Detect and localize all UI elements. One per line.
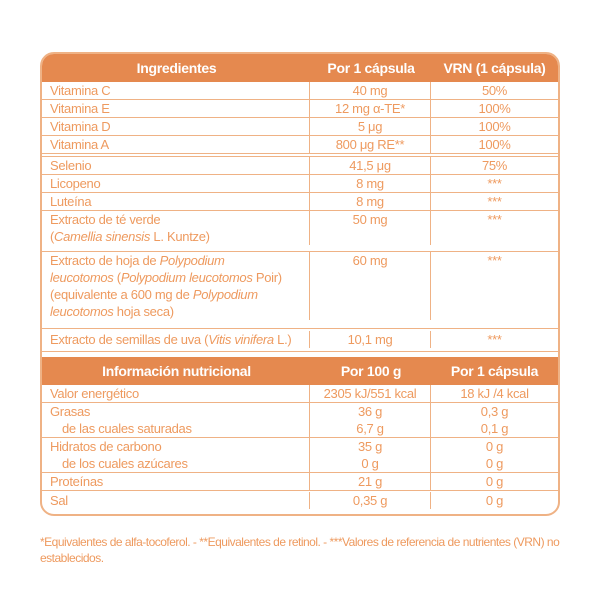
header-ingredientes: Ingredientes bbox=[136, 60, 217, 76]
ingredient-vrn: 100% bbox=[478, 137, 511, 152]
ingredient-vrn: *** bbox=[487, 212, 502, 227]
ingredients-header-band: Ingredientes Por 1 cápsula VRN (1 cápsul… bbox=[42, 54, 558, 82]
ingredient-amount: 12 mg α-TE* bbox=[309, 100, 431, 117]
header-por-1-capsula: Por 1 cápsula bbox=[450, 363, 539, 379]
value-per-100g: 36 g 6,7 g bbox=[309, 403, 431, 437]
ingredient-vrn: *** bbox=[487, 253, 502, 268]
botanical-name: Polypodium leucotomos bbox=[120, 270, 253, 285]
ingredient-amount: 8 mg bbox=[309, 175, 431, 192]
value-per-100g: 35 g 0 g bbox=[309, 438, 431, 472]
ingredient-amount: 5 μg bbox=[309, 118, 431, 135]
ingredient-name: Vitamina E bbox=[50, 101, 110, 116]
value-per-capsula: 18 kJ /4 kcal bbox=[460, 386, 529, 401]
ingredient-name: Vitamina D bbox=[50, 119, 111, 134]
ingredient-row-selenio: Selenio 41,5 μg 75% bbox=[42, 153, 558, 174]
header-vrn: VRN (1 cápsula) bbox=[443, 60, 546, 76]
ingredient-vrn: *** bbox=[487, 332, 502, 347]
nutrient-name: Proteínas bbox=[50, 474, 103, 489]
header-por-100g: Por 100 g bbox=[340, 363, 402, 379]
ingredient-row-semillas-uva: Extracto de semillas de uva (Vitis vinif… bbox=[42, 328, 558, 351]
nutrient-name: Hidratos de carbono de los cuales azúcar… bbox=[42, 438, 309, 472]
nutrition-row-proteinas: Proteínas 21 g 0 g bbox=[42, 472, 558, 490]
botanical-name: Polypodium bbox=[159, 253, 225, 268]
nutrition-row-grasas-group: Grasas de las cuales saturadas 36 g 6,7 … bbox=[42, 402, 558, 437]
ingredient-amount: 8 mg bbox=[309, 193, 431, 210]
supplement-facts-table: Ingredientes Por 1 cápsula VRN (1 cápsul… bbox=[40, 52, 560, 516]
ingredient-row-licopeno: Licopeno 8 mg *** bbox=[42, 174, 558, 192]
ingredient-vrn: 100% bbox=[478, 119, 511, 134]
ingredient-name: Luteína bbox=[50, 194, 92, 209]
value-per-100g: 0,35 g bbox=[309, 492, 431, 509]
ingredient-amount: 50 mg bbox=[309, 211, 431, 245]
nutrient-name: Grasas de las cuales saturadas bbox=[42, 403, 309, 437]
nutrition-row-sal: Sal 0,35 g 0 g bbox=[42, 490, 558, 514]
ingredient-amount: 40 mg bbox=[309, 82, 431, 99]
ingredient-row-te-verde: Extracto de té verde (Camellia sinensis … bbox=[42, 210, 558, 251]
ingredient-name: Licopeno bbox=[50, 176, 101, 191]
botanical-name: Camellia sinensis bbox=[54, 229, 151, 244]
header-informacion-nutricional: Información nutricional bbox=[102, 363, 251, 379]
ingredient-name: Vitamina A bbox=[50, 137, 109, 152]
nutrition-rows: Valor energético 2305 kJ/551 kcal 18 kJ … bbox=[42, 385, 558, 514]
ingredient-amount: 60 mg bbox=[309, 252, 431, 320]
nutrition-row-valor-energetico: Valor energético 2305 kJ/551 kcal 18 kJ … bbox=[42, 385, 558, 402]
ingredient-row-polypodium: Extracto de hoja de Polypodium leucotomo… bbox=[42, 251, 558, 328]
ingredient-vrn: *** bbox=[487, 176, 502, 191]
ingredient-name: Extracto de hoja de Polypodium leucotomo… bbox=[50, 253, 282, 319]
footnote-text: *Equivalentes de alfa-tocoferol. - **Equ… bbox=[40, 535, 560, 565]
ingredient-vrn: *** bbox=[487, 194, 502, 209]
ingredient-vrn: 100% bbox=[478, 101, 511, 116]
ingredient-row-vitamina-c: Vitamina C 40 mg 50% bbox=[42, 82, 558, 99]
ingredient-name: Vitamina C bbox=[50, 83, 111, 98]
nutrient-name: Sal bbox=[50, 493, 68, 508]
header-por-1-capsula: Por 1 cápsula bbox=[327, 60, 415, 76]
ingredient-amount: 41,5 μg bbox=[309, 157, 431, 174]
ingredient-vrn: 75% bbox=[481, 158, 508, 173]
ingredients-rows: Vitamina C 40 mg 50% Vitamina E 12 mg α-… bbox=[42, 82, 558, 352]
ingredient-row-vitamina-a: Vitamina A 800 μg RE** 100% bbox=[42, 135, 558, 153]
value-per-capsula: 0 g 0 g bbox=[485, 439, 504, 471]
value-per-100g: 2305 kJ/551 kcal bbox=[309, 385, 431, 402]
botanical-name: Polypodium bbox=[192, 287, 258, 302]
nutrient-name: Valor energético bbox=[50, 386, 139, 401]
ingredient-vrn: 50% bbox=[481, 83, 508, 98]
section-gap bbox=[42, 352, 558, 357]
botanical-name: Vitis vinifera bbox=[208, 332, 274, 347]
value-per-capsula: 0,3 g 0,1 g bbox=[480, 404, 509, 436]
ingredient-row-luteina: Luteína 8 mg *** bbox=[42, 192, 558, 210]
value-per-100g: 21 g bbox=[309, 473, 431, 490]
ingredient-row-vitamina-e: Vitamina E 12 mg α-TE* 100% bbox=[42, 99, 558, 117]
botanical-name: leucotomos bbox=[50, 270, 114, 285]
value-per-capsula: 0 g bbox=[485, 493, 504, 508]
nutrient-subname: de los cuales azúcares bbox=[62, 456, 188, 471]
ingredient-name: Extracto de té verde (Camellia sinensis … bbox=[50, 212, 210, 244]
ingredient-amount: 800 μg RE** bbox=[309, 136, 431, 153]
botanical-name: leucotomos bbox=[50, 304, 114, 319]
ingredient-amount: 10,1 mg bbox=[309, 331, 431, 348]
ingredient-name: Selenio bbox=[50, 158, 92, 173]
value-per-capsula: 0 g bbox=[485, 474, 504, 489]
nutrient-subname: de las cuales saturadas bbox=[62, 421, 192, 436]
ingredient-row-vitamina-d: Vitamina D 5 μg 100% bbox=[42, 117, 558, 135]
nutrition-row-hidratos-group: Hidratos de carbono de los cuales azúcar… bbox=[42, 437, 558, 472]
ingredient-name: Extracto de semillas de uva (Vitis vinif… bbox=[50, 332, 292, 347]
nutrition-header-band: Información nutricional Por 100 g Por 1 … bbox=[42, 357, 558, 385]
